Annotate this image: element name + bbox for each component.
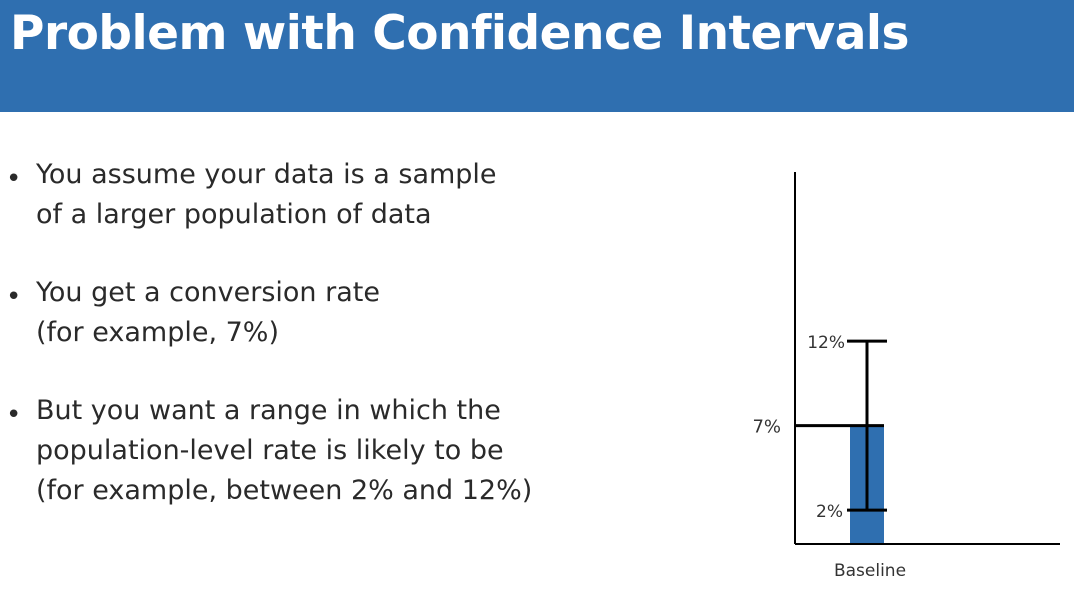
bullet-line: But you want a range in which the <box>36 395 501 426</box>
bullet-line: of a larger population of data <box>36 199 432 230</box>
bullet-text: You get a conversion rate (for example, … <box>36 268 640 353</box>
bullet-list: • You assume your data is a sample of a … <box>0 150 640 544</box>
bullet-text: You assume your data is a sample of a la… <box>36 150 640 235</box>
bullet-line: (for example, between 2% and 12%) <box>36 475 533 506</box>
title-bar: Problem with Confidence Intervals <box>0 0 1074 112</box>
bullet-item: • But you want a range in which the popu… <box>0 386 640 511</box>
bullet-line: You get a conversion rate <box>36 277 380 308</box>
bullet-line: You assume your data is a sample <box>36 159 497 190</box>
bullet-line: population-level rate is likely to be <box>36 435 504 466</box>
bullet-item: • You get a conversion rate (for example… <box>0 268 640 353</box>
confidence-interval-chart: 7% 12% 2% Baseline <box>752 172 1060 581</box>
bullet-dot-icon: • <box>6 400 22 430</box>
slide-title: Problem with Confidence Intervals <box>10 6 910 61</box>
bullet-text: But you want a range in which the popula… <box>36 386 640 511</box>
bullet-dot-icon: • <box>6 164 22 194</box>
bullet-item: • You assume your data is a sample of a … <box>0 150 640 235</box>
high-label: 12% <box>807 333 845 353</box>
bullet-dot-icon: • <box>6 282 22 312</box>
low-label: 2% <box>816 502 843 522</box>
category-label: Baseline <box>834 561 906 581</box>
value-label: 7% <box>752 417 781 438</box>
bullet-line: (for example, 7%) <box>36 317 279 348</box>
